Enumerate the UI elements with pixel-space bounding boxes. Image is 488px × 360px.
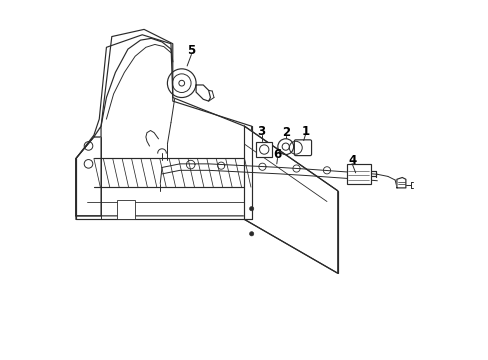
Polygon shape (244, 126, 337, 273)
Text: 6: 6 (273, 148, 281, 161)
Circle shape (249, 207, 253, 211)
Text: 5: 5 (187, 44, 195, 57)
FancyBboxPatch shape (294, 140, 311, 156)
Circle shape (249, 231, 253, 236)
FancyBboxPatch shape (117, 200, 135, 220)
Text: 3: 3 (257, 125, 265, 138)
Polygon shape (76, 30, 251, 216)
Text: 4: 4 (347, 154, 355, 167)
Polygon shape (196, 85, 210, 101)
Polygon shape (76, 137, 101, 216)
Text: 1: 1 (301, 125, 309, 138)
Polygon shape (396, 177, 405, 188)
Polygon shape (94, 126, 101, 137)
FancyBboxPatch shape (256, 141, 271, 157)
Text: 2: 2 (281, 126, 289, 139)
FancyBboxPatch shape (346, 164, 370, 184)
